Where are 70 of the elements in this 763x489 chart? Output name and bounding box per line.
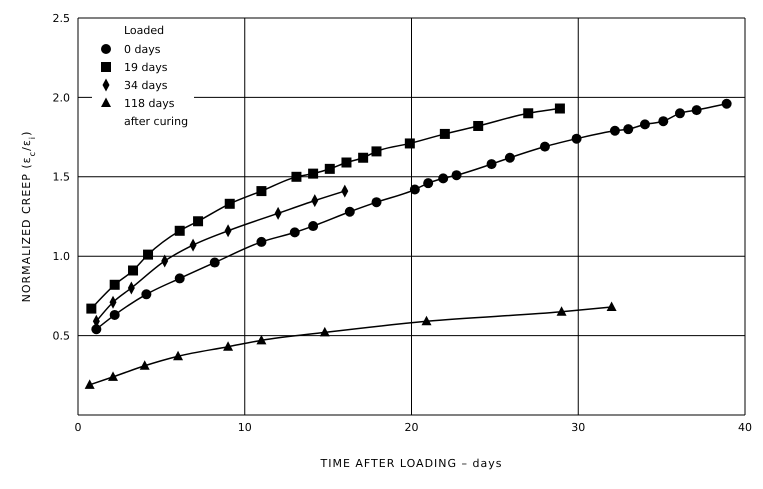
point xyxy=(173,350,184,360)
point xyxy=(692,105,702,116)
x-axis-title: TIME AFTER LOADING – days xyxy=(319,457,503,470)
legend-label: 34 days xyxy=(124,78,168,92)
point xyxy=(674,108,685,118)
point xyxy=(438,173,448,184)
y-tick-label: 1.0 xyxy=(52,250,70,264)
point xyxy=(320,326,330,336)
point xyxy=(140,360,150,370)
point xyxy=(410,184,420,195)
point xyxy=(722,98,732,109)
point xyxy=(640,119,650,130)
point xyxy=(658,116,668,126)
legend-label: 118 days xyxy=(124,96,174,110)
point xyxy=(308,168,318,179)
annotation: after curing xyxy=(124,115,188,128)
y-tick-label: 1.5 xyxy=(52,170,70,184)
point xyxy=(84,379,95,389)
point xyxy=(86,304,96,314)
x-tick-label: 20 xyxy=(404,420,418,434)
point xyxy=(291,172,302,182)
point xyxy=(210,258,220,268)
legend-label: 0 days xyxy=(124,42,160,56)
point xyxy=(486,159,497,170)
point xyxy=(256,186,266,196)
point xyxy=(174,226,185,236)
point xyxy=(223,341,234,351)
y-tick-label: 2.5 xyxy=(52,12,70,25)
point xyxy=(623,124,634,134)
x-tick-label: 0 xyxy=(74,420,82,434)
point xyxy=(371,146,382,156)
point xyxy=(554,104,565,114)
point xyxy=(404,138,415,148)
point xyxy=(540,142,550,152)
y-tick-label: 2.0 xyxy=(52,91,70,104)
point xyxy=(193,216,204,226)
x-tick-label: 30 xyxy=(571,420,586,434)
point xyxy=(341,158,352,168)
point xyxy=(473,120,484,131)
point xyxy=(324,164,335,174)
point xyxy=(308,221,318,232)
point xyxy=(141,289,152,300)
x-tick-label: 40 xyxy=(738,420,752,434)
point xyxy=(422,316,432,326)
point xyxy=(452,170,462,180)
point xyxy=(371,197,382,208)
legend-label: 19 days xyxy=(124,60,168,74)
point xyxy=(256,236,266,247)
point xyxy=(504,152,515,163)
point xyxy=(256,334,266,344)
point xyxy=(224,198,235,209)
point xyxy=(290,227,300,238)
point xyxy=(174,273,185,284)
y-tick-label: 0.5 xyxy=(52,330,70,343)
point xyxy=(110,280,120,290)
point xyxy=(610,126,620,136)
point xyxy=(423,178,434,188)
point xyxy=(440,128,450,139)
point xyxy=(572,134,582,144)
point xyxy=(143,250,154,260)
point xyxy=(108,371,118,381)
x-tick-label: 10 xyxy=(238,420,252,434)
point xyxy=(523,108,534,118)
point xyxy=(606,302,617,312)
point xyxy=(110,310,120,320)
point xyxy=(128,265,138,276)
point xyxy=(556,306,567,316)
legend-title: Loaded xyxy=(124,24,166,37)
point xyxy=(344,206,355,217)
point xyxy=(358,152,368,163)
